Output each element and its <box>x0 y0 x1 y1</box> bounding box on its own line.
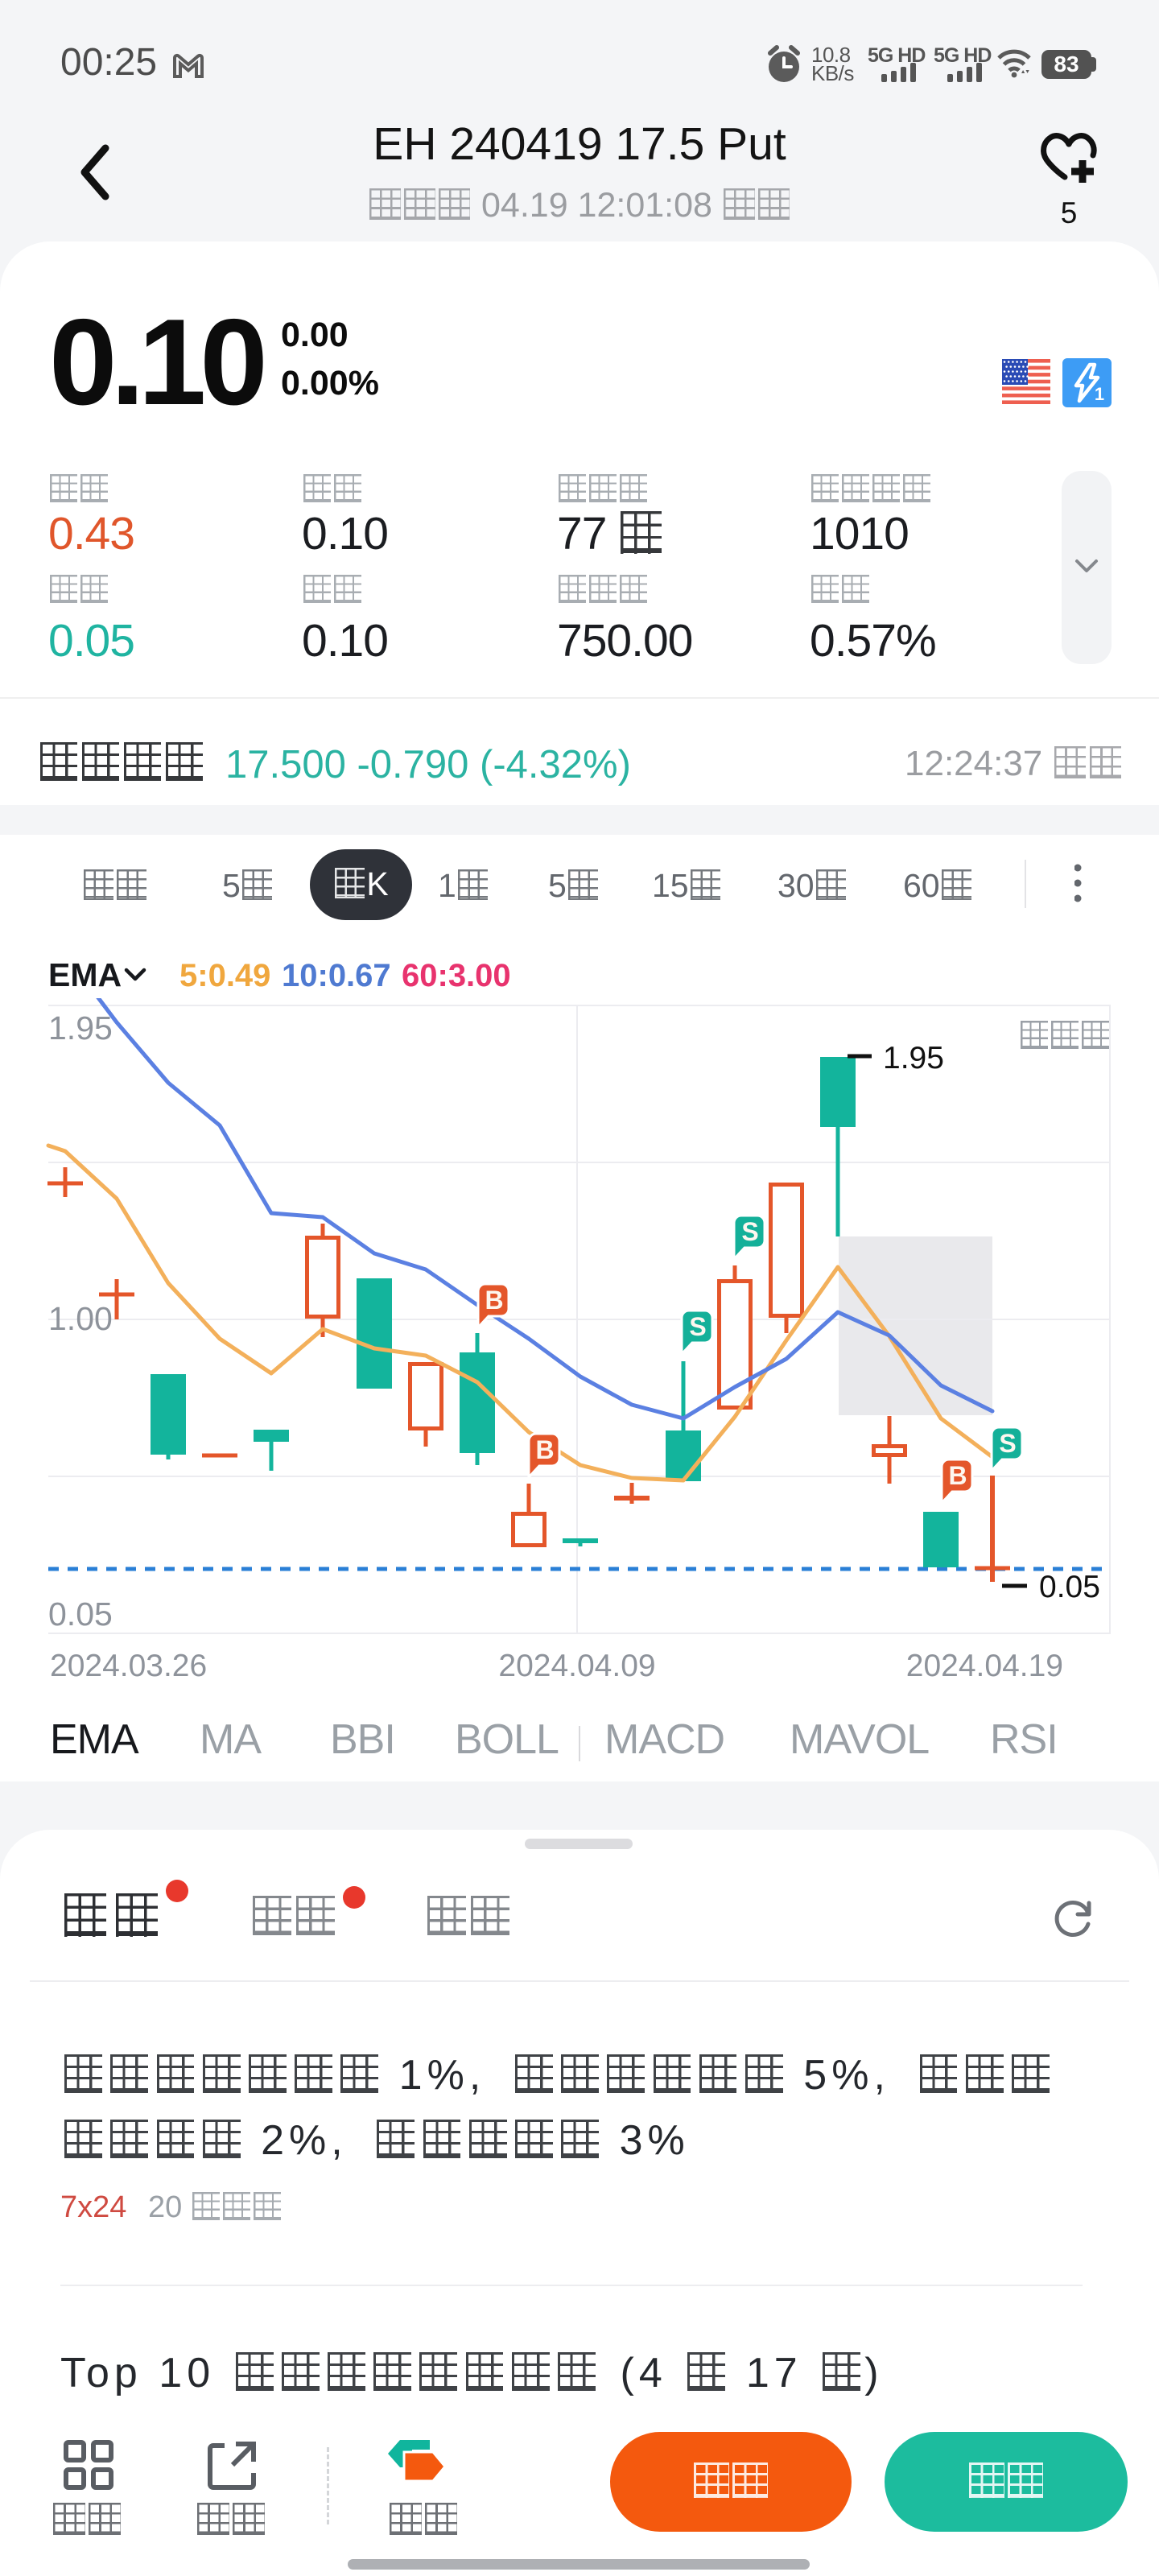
svg-text:B: B <box>948 1461 967 1490</box>
svg-text:2024.03.26: 2024.03.26 <box>50 1649 207 1683</box>
svg-text:B: B <box>535 1435 554 1464</box>
svg-text:S: S <box>689 1312 706 1341</box>
svg-text:S: S <box>999 1429 1016 1458</box>
svg-text:1.95: 1.95 <box>883 1041 944 1075</box>
svg-text:1.00: 1.00 <box>48 1300 113 1337</box>
svg-text:B: B <box>485 1286 503 1315</box>
svg-text:0.05: 0.05 <box>1039 1570 1100 1604</box>
svg-text:2024.04.09: 2024.04.09 <box>498 1649 655 1683</box>
svg-text:1: 1 <box>1095 384 1104 404</box>
svg-text:1.95: 1.95 <box>48 1009 113 1046</box>
svg-text:S: S <box>741 1217 758 1246</box>
svg-text:2024.04.19: 2024.04.19 <box>906 1649 1063 1683</box>
svg-text:0.05: 0.05 <box>48 1596 113 1633</box>
